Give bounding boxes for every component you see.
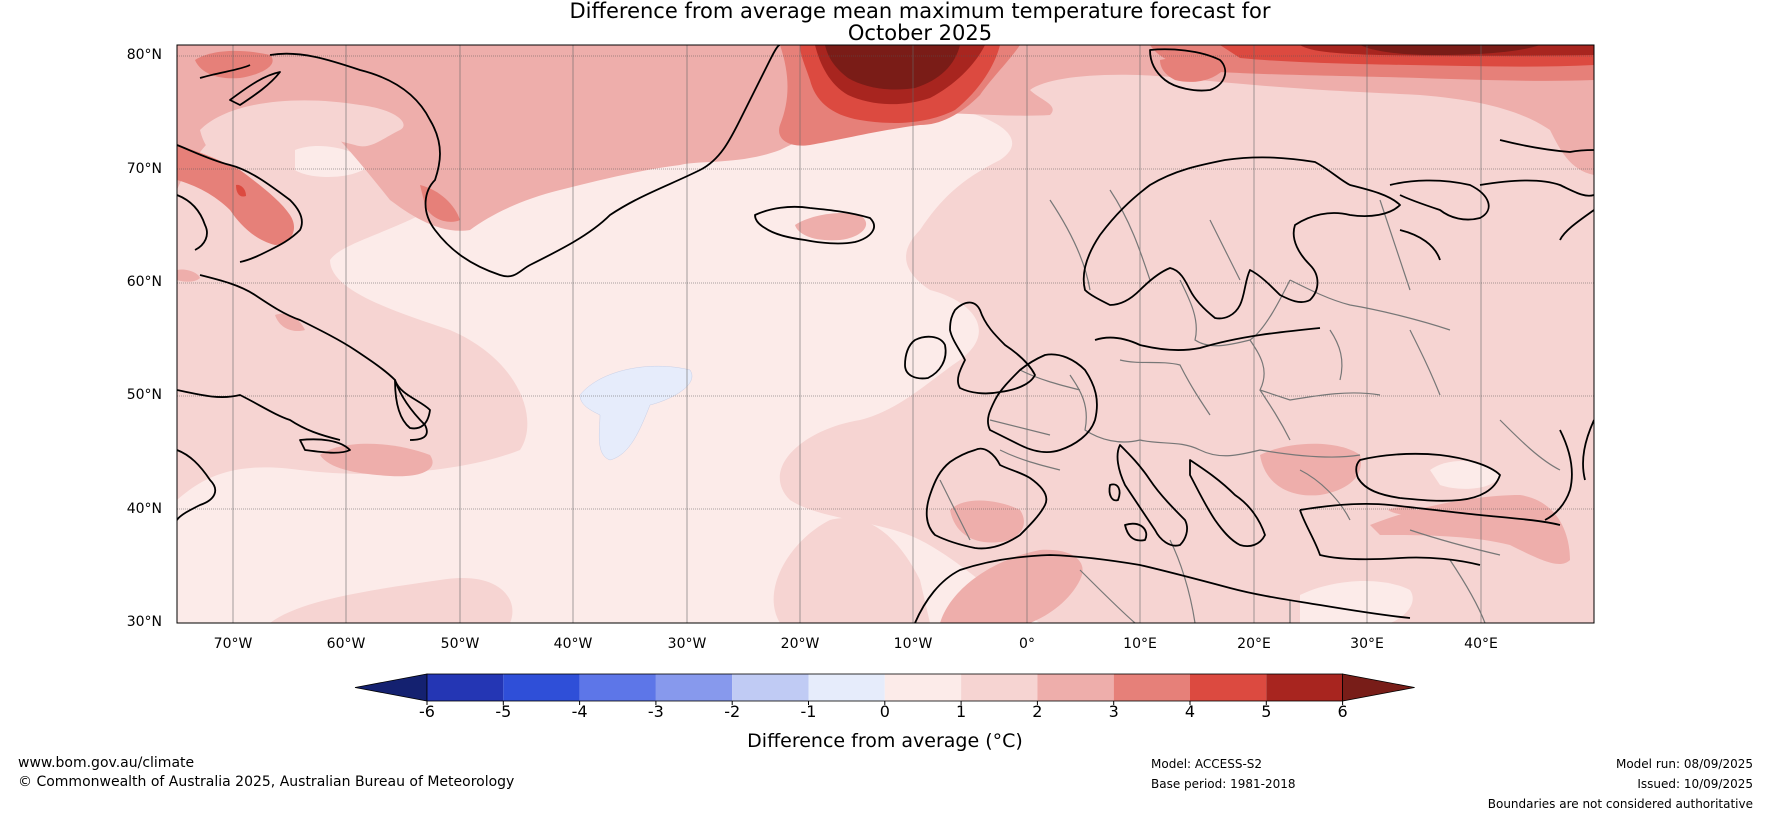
- colorbar-arrow-low: [354, 673, 428, 702]
- anomaly-band-3-4: [195, 50, 273, 79]
- anomaly-band-1-2: [177, 45, 1594, 623]
- colorbar-title: Difference from average (°C): [747, 730, 1023, 752]
- lon-label-10w: 10°W: [893, 636, 933, 652]
- lat-label-30n: 30°N: [126, 614, 162, 630]
- lon-label-0: 0°: [1019, 636, 1035, 652]
- anomaly-band-2-3: [950, 500, 1024, 543]
- footer-model-run: Model run: 08/09/2025: [1615, 757, 1753, 771]
- anomaly-band-3-4: [1160, 57, 1225, 82]
- lon-label-60w: 60°W: [326, 636, 366, 652]
- colorbar-ticks: [426, 701, 1344, 705]
- colorbar-tick-label: -3: [647, 702, 664, 721]
- colorbar-tick-label: -4: [571, 702, 588, 721]
- anomaly-band-3-4: [177, 145, 295, 245]
- colorbar-segment: [884, 674, 962, 701]
- anomaly-band-m1-0: [579, 365, 693, 461]
- anomaly-band-2-3: [275, 313, 305, 332]
- footer-website: www.bom.gov.au/climate: [18, 755, 195, 771]
- colorbar-segment: [655, 674, 733, 701]
- anomaly-band-0-1: [1430, 460, 1500, 489]
- colorbar-tick-label: 0: [879, 702, 890, 721]
- lon-label-10e: 10°E: [1123, 636, 1157, 652]
- colorbar-segment: [503, 674, 580, 701]
- anomaly-band-1-2: [270, 578, 513, 623]
- anomaly-field: [177, 45, 1594, 623]
- colorbar-tick-label: 5: [1261, 702, 1272, 721]
- colorbar-segments: [354, 673, 1415, 702]
- map-title-line-2: October 2025: [847, 21, 993, 45]
- lat-label-60n: 60°N: [126, 274, 162, 290]
- colorbar-segment: [579, 674, 656, 701]
- colorbar-tick-label: -1: [800, 702, 817, 721]
- colorbar-tick-label: 1: [956, 702, 967, 721]
- anomaly-band-2-3: [177, 269, 200, 282]
- anomaly-band-2-3: [177, 45, 1594, 231]
- lat-label-80n: 80°N: [126, 47, 162, 63]
- anomaly-band-2-3: [320, 443, 433, 477]
- graticule: [232, 45, 1482, 623]
- anomaly-band-2-3: [940, 549, 1083, 623]
- colorbar-segment: [1113, 674, 1190, 701]
- anomaly-band-gt6: [1360, 45, 1540, 55]
- colorbar-segment: [961, 674, 1038, 701]
- footer-issued: Issued: 10/09/2025: [1637, 777, 1753, 791]
- footer-copyright: © Commonwealth of Australia 2025, Austra…: [18, 774, 515, 790]
- lon-label-70w: 70°W: [213, 636, 253, 652]
- anomaly-band-1-2: [200, 100, 404, 154]
- anomaly-band-3-4: [420, 185, 460, 222]
- lon-label-20w: 20°W: [780, 636, 820, 652]
- colorbar-segment: [1190, 674, 1267, 701]
- colorbar-arrow-high: [1342, 673, 1415, 702]
- colorbar-tick-label: -2: [724, 702, 741, 721]
- lon-label-30w: 30°W: [667, 636, 707, 652]
- map-frame: [176, 44, 1595, 624]
- coastlines: [177, 45, 1594, 623]
- lat-label-50n: 50°N: [126, 387, 162, 403]
- colorbar-segment: [427, 674, 504, 701]
- colorbar-tick-label: 6: [1337, 702, 1348, 721]
- colorbar-tick-label: -5: [495, 702, 512, 721]
- colorbar-segment: [732, 674, 809, 701]
- colorbar-segment: [1266, 674, 1343, 701]
- anomaly-band-2-3: [1370, 495, 1570, 565]
- graticule-latitudes: [177, 55, 1594, 510]
- colorbar-tick-label: 3: [1108, 702, 1119, 721]
- anomaly-band-0-1: [590, 235, 615, 245]
- colorbar-tick-label: 2: [1032, 702, 1043, 721]
- footer-model: Model: ACCESS-S2: [1151, 757, 1263, 771]
- anomaly-band-0-1: [1300, 580, 1413, 623]
- lat-label-40n: 40°N: [126, 501, 162, 517]
- colorbar-tick-label: 4: [1184, 702, 1196, 721]
- lon-label-50w: 50°W: [440, 636, 480, 652]
- footer-disclaimer: Boundaries are not considered authoritat…: [1487, 797, 1753, 811]
- colorbar-tick-label: -6: [419, 702, 435, 721]
- lat-label-70n: 70°N: [126, 161, 162, 177]
- colorbar-segment: [1037, 674, 1114, 701]
- anomaly-band-1-2: [773, 518, 930, 623]
- colorbar-segment: [808, 674, 885, 701]
- footer-base-period: Base period: 1981-2018: [1151, 777, 1296, 791]
- lon-label-40w: 40°W: [553, 636, 593, 652]
- map-title-line-1: Difference from average mean maximum tem…: [569, 0, 1271, 23]
- lon-label-30e: 30°E: [1350, 636, 1384, 652]
- lon-label-20e: 20°E: [1237, 636, 1271, 652]
- anomaly-band-gt6: [825, 45, 960, 90]
- lon-label-40e: 40°E: [1464, 636, 1498, 652]
- anomaly-band-4-5: [236, 184, 246, 197]
- anomaly-band-2-3: [795, 213, 867, 241]
